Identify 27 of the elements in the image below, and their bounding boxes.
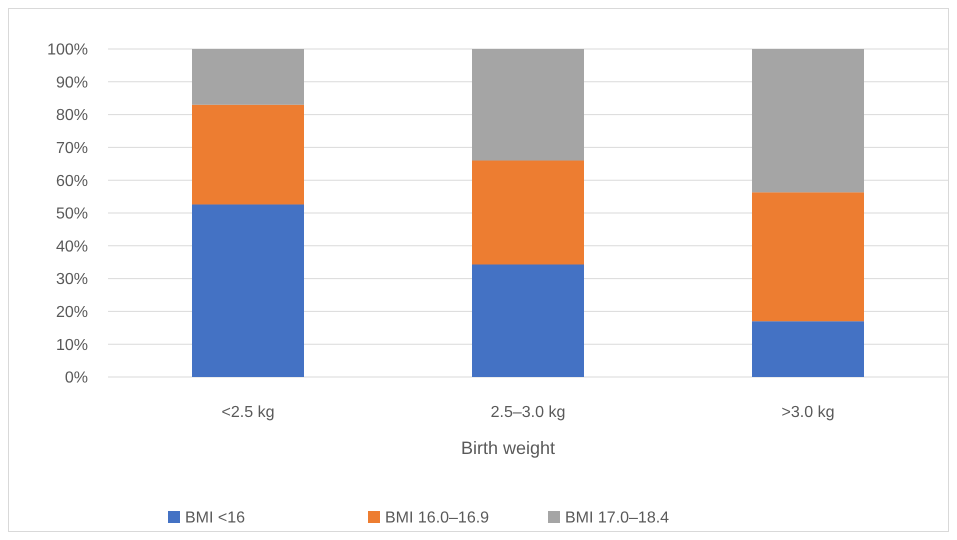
y-tick-label: 50% — [56, 206, 88, 223]
y-tick-label: 70% — [56, 140, 88, 157]
bar — [192, 104, 304, 204]
legend-label: BMI <16 — [185, 510, 246, 527]
legend-label: BMI 17.0–18.4 — [565, 510, 670, 527]
bar — [472, 264, 584, 377]
bar — [192, 49, 304, 105]
y-tick-label: 60% — [56, 172, 88, 190]
x-tick-label: <2.5 kg — [222, 404, 274, 421]
legend-label: BMI 16.0–16.9 — [385, 510, 490, 527]
y-tick-label: 40% — [56, 238, 88, 256]
y-tick-label: 100% — [47, 42, 88, 59]
y-tick-label: 90% — [56, 74, 88, 92]
bar — [752, 192, 864, 322]
y-tick-label: 10% — [56, 336, 88, 354]
bar — [472, 160, 584, 264]
y-tick-label: 80% — [56, 107, 88, 124]
y-tick-label: 0% — [64, 370, 88, 387]
x-tick-label: 2.5–3.0 kg — [490, 404, 566, 421]
bar — [752, 49, 864, 192]
bar — [192, 204, 304, 377]
bar — [752, 321, 864, 377]
y-tick-label: 20% — [56, 304, 88, 321]
bar — [472, 49, 584, 161]
x-axis-title: Birth weight — [460, 438, 556, 458]
x-tick-label: >3.0 kg — [782, 404, 834, 421]
y-tick-label: 30% — [56, 271, 88, 288]
